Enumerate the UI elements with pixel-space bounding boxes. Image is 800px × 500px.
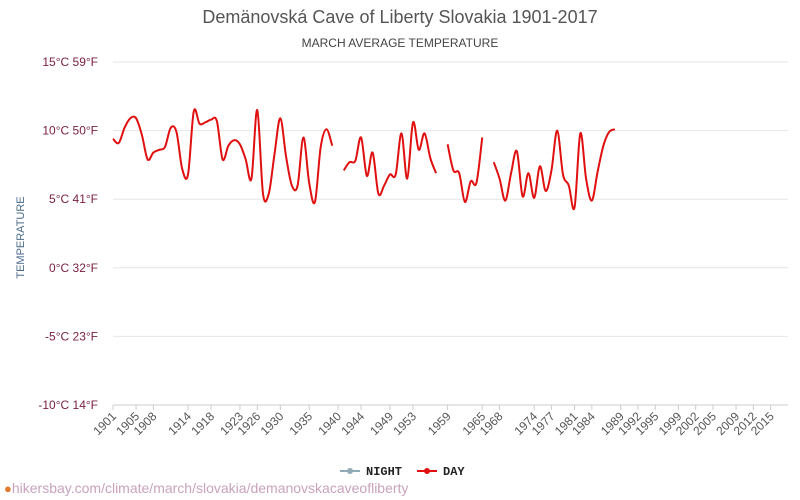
- series-line-day: [112, 108, 334, 205]
- x-tick-label: 1940: [315, 409, 344, 438]
- location-pin-icon: ●: [4, 481, 12, 496]
- footer-url-text[interactable]: hikersbay.com/climate/march/slovakia/dem…: [11, 480, 409, 496]
- legend-label-night: NIGHT: [366, 465, 402, 479]
- legend-label-day: DAY: [443, 465, 465, 479]
- y-axis-title: TEMPERATURE: [15, 196, 27, 278]
- x-tick-label: 1918: [188, 409, 217, 438]
- y-tick-label: -5°C 23°F: [45, 329, 98, 343]
- y-tick-label: 5°C 41°F: [49, 192, 98, 206]
- legend-marker-day: [424, 468, 430, 474]
- x-tick-label: 1949: [367, 409, 396, 438]
- x-tick-label: 1914: [165, 409, 194, 438]
- x-tick-label: 1959: [425, 409, 454, 438]
- legend-marker-night: [347, 468, 353, 474]
- y-tick-label: -10°C 14°F: [38, 398, 98, 412]
- x-tick-label: 1935: [286, 409, 315, 438]
- chart-title: Demänovská Cave of Liberty Slovakia 1901…: [202, 7, 598, 27]
- chart-subtitle: MARCH AVERAGE TEMPERATURE: [301, 36, 499, 50]
- series-line-day: [446, 137, 484, 203]
- x-tick-label: 1930: [258, 409, 287, 438]
- x-tick-label: 1953: [390, 409, 419, 438]
- y-tick-label: 15°C 59°F: [42, 55, 98, 69]
- series-line-day: [342, 121, 438, 197]
- footer-url[interactable]: ●hikersbay.com/climate/march/slovakia/de…: [4, 480, 408, 496]
- series-line-day: [492, 128, 616, 211]
- y-tick-label: 10°C 50°F: [42, 124, 98, 138]
- x-tick-label: 1944: [338, 409, 367, 438]
- x-tick-label: 1901: [90, 409, 119, 438]
- y-tick-label: 0°C 32°F: [49, 261, 98, 275]
